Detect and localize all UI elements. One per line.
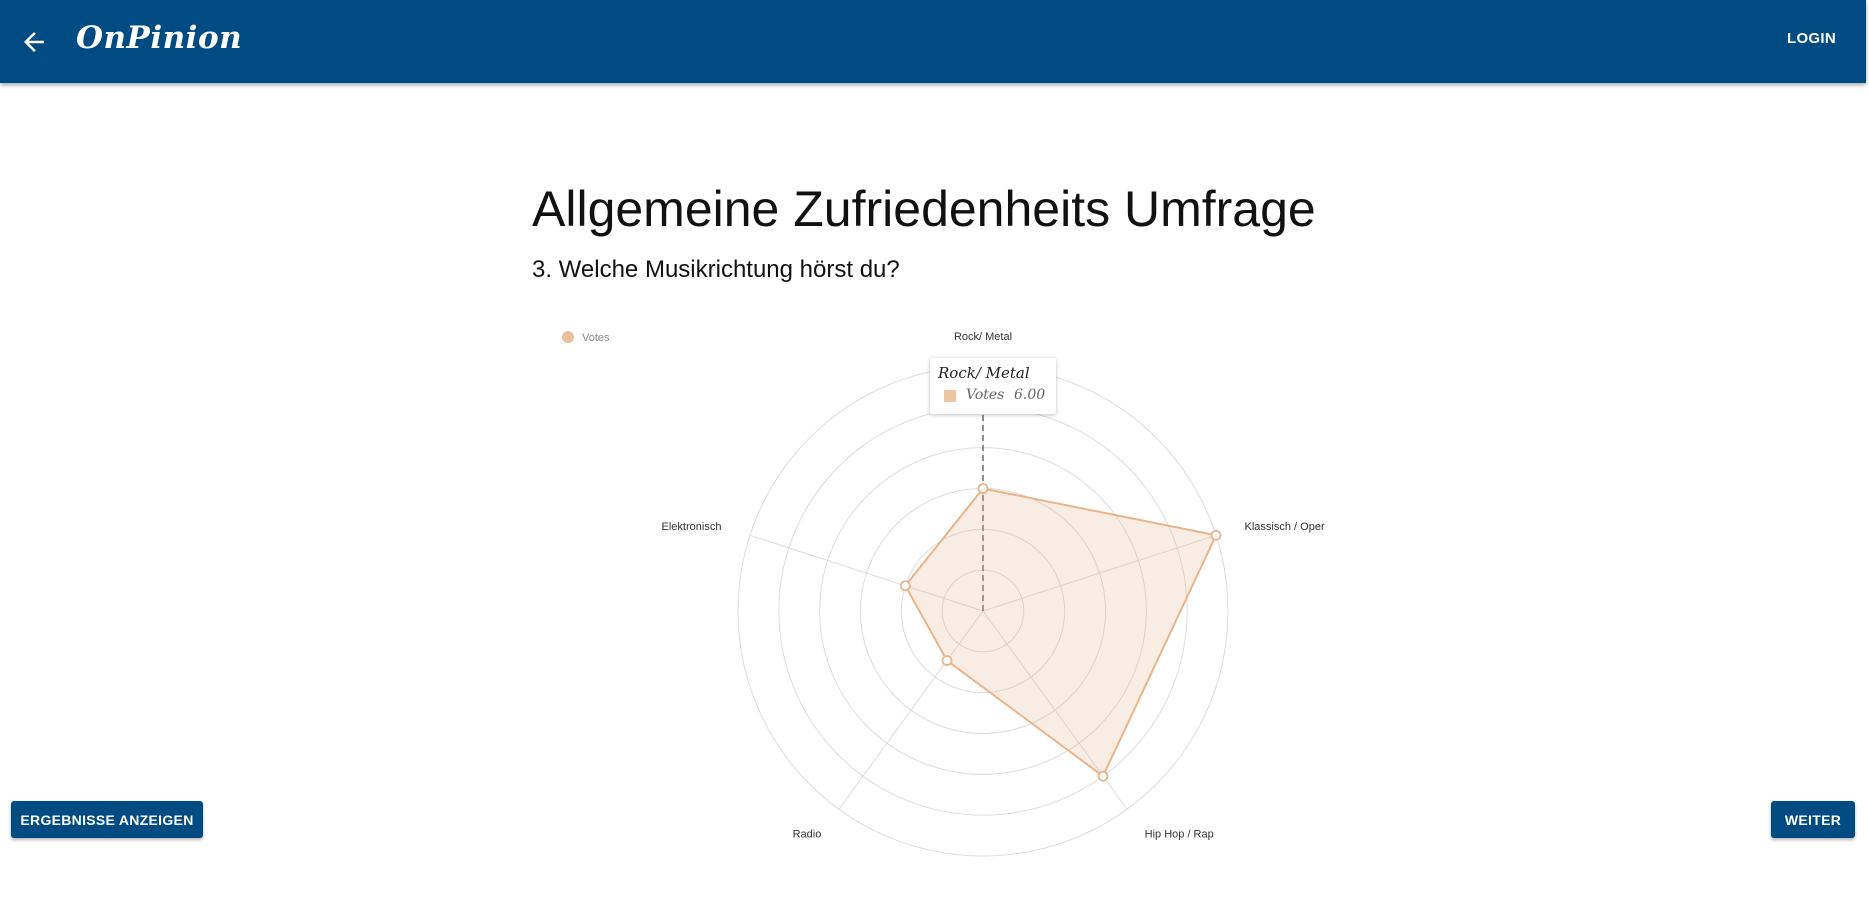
login-button[interactable]: LOGIN [1787,30,1836,47]
chart-tooltip: Rock/ Metal Votes 6.00 [930,358,1056,414]
chart-legend[interactable]: Votes [562,331,610,344]
axis-label: Elektronisch [662,521,722,533]
grid-spoke [982,534,1217,612]
brand-logo[interactable]: OnPinion [76,20,243,56]
radar-series [899,366,1222,782]
legend-label[interactable]: Votes [582,332,610,344]
data-point[interactable] [1097,770,1109,782]
data-point[interactable] [941,655,953,666]
grid-spoke [749,534,984,612]
show-results-button[interactable]: ERGEBNISSE ANZEIGEN [11,801,203,838]
next-button[interactable]: WEITER [1771,801,1855,838]
data-point[interactable] [1210,529,1222,541]
radar-labels: Rock/ Metal Klassisch / Oper Hip Hop / Rap… [662,331,1325,840]
data-point[interactable] [899,580,911,592]
survey-title: Allgemeine Zufriedenheits Umfrage [532,181,1316,237]
back-button[interactable] [14,22,54,62]
tooltip-series: Votes [966,387,1005,403]
series-area [904,487,1218,778]
axis-label: Rock/ Metal [954,331,1012,343]
tooltip-swatch [944,390,956,402]
axis-label: Hip Hop / Rap [1145,828,1214,840]
tooltip-value: 6.00 [1014,387,1046,403]
arrow-left-icon [24,32,44,52]
data-point[interactable] [977,483,989,494]
grid-spoke [838,610,984,810]
app-bar: OnPinion LOGIN [0,0,1866,83]
legend-marker [562,331,574,343]
question-text: 3. Welche Musikrichtung hörst du? [532,256,900,283]
tooltip-category: Rock/ Metal [938,364,1030,382]
radar-chart: Rock/ Metal Klassisch / Oper Hip Hop / Rap… [562,331,1325,857]
axis-label: Radio [793,828,822,840]
axis-label: Klassisch / Oper [1245,521,1325,533]
